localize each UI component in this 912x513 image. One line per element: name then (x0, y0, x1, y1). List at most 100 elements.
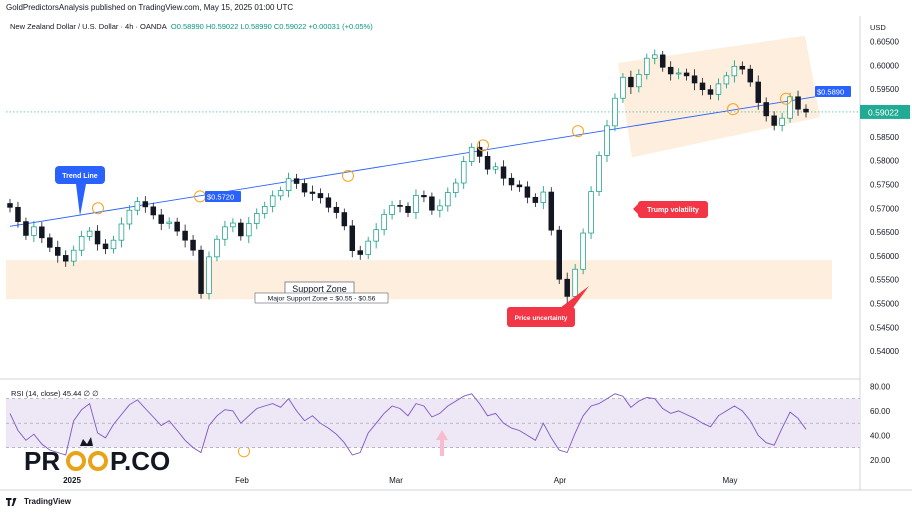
tradingview-brand[interactable]: TradingView (6, 497, 71, 506)
highlight-circle (477, 139, 489, 152)
watermark-crown-icon (80, 437, 93, 446)
candle-body (453, 182, 459, 193)
candle-body (118, 223, 125, 241)
candle-body (699, 82, 706, 90)
candle-body (763, 102, 769, 117)
candle-body (174, 221, 180, 232)
candle-body (659, 54, 666, 68)
price-tick-label: 0.58500 (870, 133, 899, 142)
candle-body (564, 278, 570, 297)
candle-body (747, 68, 754, 83)
candle-body (468, 146, 475, 162)
candle-body (349, 225, 356, 252)
support-zone-label: Support Zone (292, 284, 347, 294)
candle-body (309, 191, 316, 194)
candle-body (389, 205, 395, 215)
candle-body (620, 76, 626, 99)
time-tick-label: Feb (235, 476, 249, 485)
candle-body (492, 166, 499, 170)
candle-body (548, 191, 555, 231)
candle-body (206, 256, 212, 294)
candle-body (755, 81, 761, 103)
candle-body (126, 209, 133, 225)
candle-body (532, 196, 539, 203)
support-zone-band (6, 260, 832, 300)
trend-line-callout (55, 166, 105, 184)
price-tick-label: 0.54500 (870, 323, 899, 332)
candle-body (644, 57, 650, 75)
price-tick-label: 0.54000 (870, 347, 899, 356)
candle-body (222, 226, 228, 240)
candle-body (94, 230, 101, 245)
candle-body (524, 186, 531, 198)
price-tick-label: 0.55500 (870, 276, 899, 285)
candle-body (365, 240, 371, 255)
uncertainty-callout-pointer (560, 286, 589, 308)
candle-body (795, 96, 801, 110)
highlight-circle (92, 202, 104, 215)
candle-body (158, 214, 164, 224)
currency-label: USD (870, 23, 886, 32)
symbol-title: New Zealand Dollar / U.S. Dollar · 4h · … (10, 22, 167, 31)
price-tick-label: 0.60500 (870, 38, 899, 47)
rsi-line (9, 393, 807, 456)
candle-body (15, 206, 21, 222)
candle-body (437, 205, 443, 211)
candle-body (381, 214, 387, 231)
candle-body (214, 238, 220, 258)
trend-price-left: $0.5720 (207, 193, 234, 202)
candle-body (70, 249, 77, 262)
candle-body (771, 115, 777, 126)
candle-body (691, 75, 698, 84)
price-tick-label: 0.60000 (870, 61, 899, 70)
candle-body (445, 192, 451, 207)
rsi-arrow-marker (436, 430, 448, 456)
candle-body (261, 206, 268, 214)
rsi-tick-label: 20.00 (870, 456, 891, 465)
time-tick-label: May (722, 476, 737, 485)
candle-body (683, 72, 690, 77)
price-tick-label: 0.59500 (870, 85, 899, 94)
candle-body (190, 239, 196, 251)
candle-body (78, 236, 85, 251)
last-price-tag (860, 104, 910, 119)
candle-body (460, 161, 467, 184)
candle-body (150, 206, 157, 216)
trend-price-right-tag (815, 86, 851, 97)
rsi-tick-label: 40.00 (870, 431, 891, 440)
price-channel-zone (618, 35, 820, 158)
candle-body (723, 75, 730, 85)
candle-body (285, 178, 292, 191)
trend-line-callout-pointer (76, 184, 86, 216)
candle-body (373, 229, 379, 242)
candle-body (739, 65, 746, 70)
rsi-legend: RSI (14, close) 45.44 ∅ ∅ (11, 389, 99, 398)
candle-body (110, 239, 117, 250)
trump-volatility-callout (638, 201, 708, 218)
candle-body (142, 201, 149, 208)
candle-body (421, 195, 427, 198)
price-uncertainty-label: Price uncertainty (515, 315, 568, 322)
candle-body (413, 195, 419, 213)
candle-body (62, 255, 69, 262)
last-price-value: 0.59022 (868, 107, 899, 117)
trend-price-right: $0.5890 (817, 88, 844, 97)
time-tick-label: Apr (554, 476, 567, 485)
candle-body (341, 212, 348, 227)
major-support-box (254, 292, 389, 304)
price-tick-label: 0.56500 (870, 228, 899, 237)
candle-body (357, 250, 363, 255)
candle-body (7, 203, 13, 208)
candle-body (55, 246, 61, 256)
candle-body (405, 206, 411, 213)
highlight-circle (342, 169, 354, 182)
candle-body (230, 222, 236, 228)
candle-body (476, 146, 483, 157)
rsi-tick-label: 60.00 (870, 407, 891, 416)
major-support-label: Major Support Zone = $0.55 - $0.56 (268, 296, 376, 303)
candle-body (31, 226, 37, 236)
price-uncertainty-callout (507, 307, 575, 327)
candle-body (317, 193, 324, 199)
